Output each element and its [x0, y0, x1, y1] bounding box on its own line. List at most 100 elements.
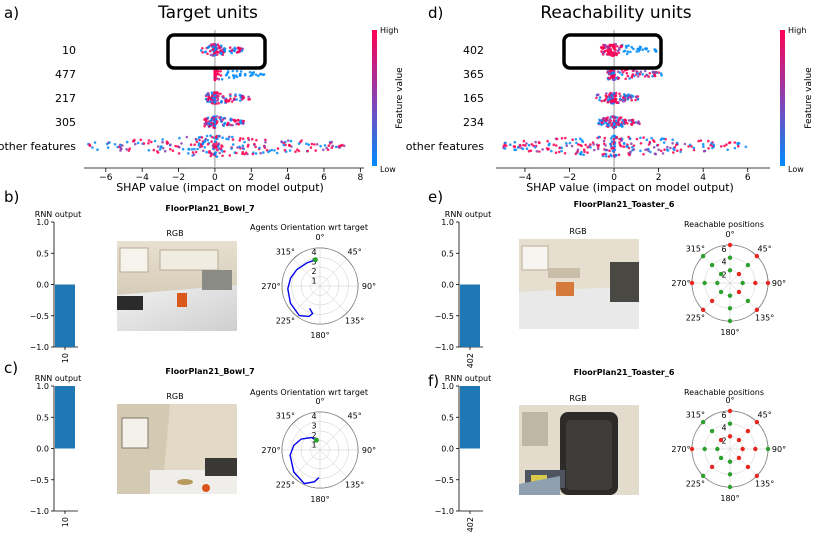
shap-point [205, 122, 209, 126]
polar-angle-label: 90° [362, 282, 376, 291]
shap-point [241, 137, 245, 141]
shap-point [525, 147, 529, 150]
shap-point [560, 137, 564, 140]
shap-point [314, 149, 318, 152]
shap-point [598, 98, 601, 102]
shap-point [632, 148, 636, 151]
shap-point [635, 72, 639, 75]
shap-point [623, 97, 626, 101]
shap-point [622, 145, 626, 148]
shap-point [213, 78, 217, 81]
shap-point [560, 149, 563, 153]
shap-point [309, 146, 313, 149]
panel-label-f: f) [428, 372, 439, 390]
shap-point [232, 74, 235, 77]
shap-point [603, 152, 606, 156]
polar-angle-label: 0° [725, 396, 734, 405]
reachable-position [715, 280, 720, 286]
shap-point [639, 46, 643, 49]
y-tick-label: −1.0 [435, 507, 454, 516]
rnn-output-e: 1.0 0.5 0.0 −0.5 −1.0 402 [435, 218, 483, 368]
polar-radius-label: 6 [721, 411, 726, 420]
shap-point [230, 100, 234, 103]
y-tick-label: −0.5 [435, 312, 454, 321]
shap-point [623, 142, 626, 145]
shap-point [576, 150, 579, 153]
shap-point [330, 146, 334, 149]
shap-point [325, 146, 328, 150]
shap-point [618, 137, 621, 141]
y-tick-label: 0.0 [36, 281, 49, 290]
shap-point [189, 143, 193, 146]
shap-point [744, 145, 748, 149]
shap-point [663, 148, 666, 151]
shap-point [671, 142, 674, 145]
shap-point [169, 147, 172, 151]
polar-radius-label: 4 [721, 424, 726, 433]
shap-point [213, 140, 217, 143]
shap-point [596, 147, 600, 151]
reachable-position [765, 446, 771, 452]
shap-point [241, 144, 245, 148]
shap-point [725, 143, 728, 146]
shap-point [517, 146, 520, 149]
shap-point [621, 100, 625, 103]
polar-plot-e: 0° 315° 270° 225° 180° 135° 90° 45° 2 4 6 [671, 230, 786, 337]
shap-point [147, 139, 151, 142]
rnn-output-c: 1.0 0.5 0.0 −0.5 −1.0 10 [30, 382, 78, 527]
shap-point [630, 122, 633, 126]
shap-point [207, 96, 210, 100]
polar-angle-label: 45° [348, 411, 362, 420]
shap-point [574, 138, 578, 141]
shap-point [624, 44, 628, 48]
y-tick-label: 0.0 [441, 445, 454, 454]
shap-point [627, 135, 630, 139]
shap-point [234, 93, 237, 96]
shap-point [193, 147, 196, 151]
reachable-position [727, 434, 733, 439]
polar-angle-label: 0° [315, 233, 324, 242]
shap-point [554, 151, 558, 154]
shap-point [527, 149, 531, 153]
shap-point [231, 135, 234, 139]
shap-point [653, 152, 657, 155]
shap-point [206, 138, 209, 142]
shap-point [219, 70, 222, 73]
shap-point [262, 151, 265, 154]
shap-point [273, 149, 276, 152]
shap-point [707, 147, 710, 150]
shap-point [597, 135, 601, 139]
shap-point [220, 44, 223, 47]
shap-point [612, 137, 616, 141]
shap-point [265, 148, 269, 152]
shap-point [639, 149, 642, 153]
shap-point [597, 144, 601, 147]
y-tick-label: 0.5 [36, 413, 49, 422]
shap-point [645, 73, 649, 77]
shap-point [202, 149, 205, 153]
shap-point [241, 95, 245, 98]
reachable-position [727, 306, 733, 311]
reachable-position [765, 280, 771, 286]
feature-label: 234 [463, 116, 484, 129]
shap-point [230, 147, 233, 150]
shap-point [712, 143, 715, 147]
feature-label: 477 [55, 68, 76, 81]
polar-spoke [319, 285, 348, 314]
shap-point [213, 153, 216, 156]
polar-angle-label: 0° [315, 397, 324, 406]
shap-point [669, 146, 672, 150]
shap-point [125, 140, 129, 144]
reachable-position [727, 421, 733, 426]
shap-point [241, 120, 245, 123]
shap-point [613, 116, 616, 119]
shap-point [105, 142, 109, 146]
x-tick-label: 402 [466, 517, 475, 532]
shap-point [615, 52, 618, 56]
shap-point [620, 139, 623, 142]
rnn-title-f: RNN output [445, 374, 491, 383]
shap-point [586, 151, 589, 154]
shap-point [648, 140, 652, 144]
panel-b: b) FloorPlan21_Bowl_7 RNN output 1.0 0.5 0… [4, 188, 376, 363]
